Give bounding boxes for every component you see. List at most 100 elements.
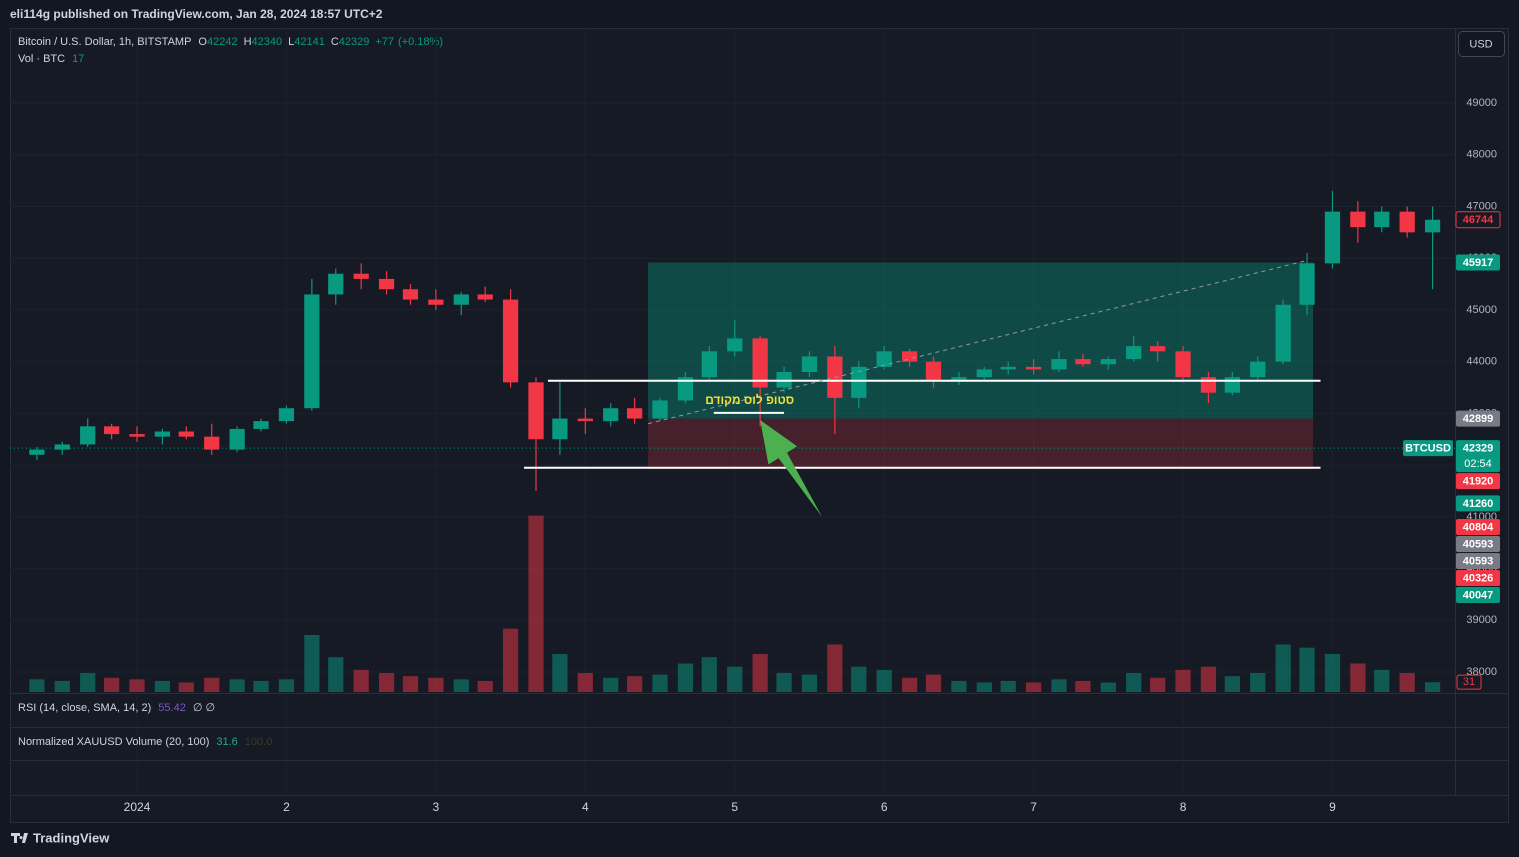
candle-body <box>453 294 469 305</box>
volume-bar <box>378 673 395 692</box>
y-tick-label: 45000 <box>1466 304 1497 316</box>
price-countdown: 02:54 <box>1464 458 1492 470</box>
candle-body <box>304 294 320 409</box>
volume-bar <box>976 682 992 692</box>
volume-axis-label: 31 <box>1463 676 1475 688</box>
y-tick-label: 47000 <box>1466 200 1497 212</box>
currency-button[interactable]: USD <box>1458 31 1505 57</box>
volume-bar <box>603 677 619 692</box>
logo-icon[interactable] <box>11 833 28 843</box>
arrow <box>760 420 823 518</box>
candle-body <box>1075 359 1091 365</box>
volume-bar <box>253 680 269 692</box>
volume-bar <box>1350 663 1366 692</box>
candle-body <box>851 366 867 398</box>
volume-bar <box>502 628 519 692</box>
x-tick-label: 3 <box>433 800 440 814</box>
candle-body <box>253 421 269 429</box>
volume-bar <box>652 674 668 692</box>
volume-bar <box>1075 680 1091 692</box>
candle-body <box>603 408 619 422</box>
candle-body <box>1175 351 1191 378</box>
volume-bar <box>353 669 369 692</box>
volume-bar <box>577 673 593 692</box>
price-label-bg <box>1456 440 1500 473</box>
x-tick-label: 5 <box>731 800 738 814</box>
candle-body <box>278 408 295 422</box>
volume-bar <box>204 677 220 692</box>
price-label-bg <box>1456 535 1500 552</box>
legend: Bitcoin / U.S. Dollar, 1h, BITSTAMP O4224… <box>18 36 443 48</box>
volume-bar <box>1275 644 1291 692</box>
indicator-label: RSI (14, close, SMA, 14, 2) <box>18 702 151 714</box>
candle-body <box>129 434 145 437</box>
candle-body <box>1051 359 1067 370</box>
candle-body <box>229 428 245 450</box>
close-label: C <box>331 36 339 48</box>
x-tick-label: 7 <box>1030 800 1037 814</box>
volume-legend: Vol · BTC 17 <box>18 53 84 65</box>
candle-body <box>901 351 918 362</box>
indicator-legend: Normalized XAUUSD Volume (20, 100) 31.6 10… <box>18 736 272 748</box>
price-label: 40593 <box>1463 538 1494 550</box>
volume-bar <box>129 679 145 692</box>
volume-bar <box>54 680 70 692</box>
candle-body <box>502 299 519 383</box>
volume-bar <box>278 679 295 692</box>
y-tick-label: 48000 <box>1466 149 1497 161</box>
high-label: H <box>244 36 252 48</box>
price-label-bg <box>1455 211 1501 229</box>
price-label: 41920 <box>1463 476 1494 488</box>
candle-body <box>328 273 344 295</box>
price-label-bg <box>1456 569 1500 586</box>
price-label-bg <box>1456 518 1500 535</box>
candle-body <box>1150 346 1166 352</box>
x-tick-label: 4 <box>582 800 589 814</box>
candle-body <box>1200 377 1217 393</box>
volume-bar <box>178 682 194 692</box>
candle-body <box>1000 366 1016 370</box>
candle-body <box>876 351 892 367</box>
volume-bar <box>103 677 120 692</box>
volume-bar <box>727 666 743 692</box>
candles <box>29 190 1441 491</box>
price-label-bg <box>1456 410 1500 427</box>
open-label: O <box>198 36 207 48</box>
volume-bar <box>29 679 45 692</box>
candle-body <box>727 338 743 352</box>
x-tick-label: 2024 <box>124 800 151 814</box>
volume-bar <box>1324 654 1341 692</box>
candle-body <box>178 431 194 437</box>
price-label-bg <box>1456 254 1500 271</box>
price-label: 45917 <box>1463 257 1494 269</box>
currency-button-label[interactable]: USD <box>1469 38 1492 50</box>
candle-body <box>1224 377 1240 393</box>
volume-bar <box>1100 682 1116 692</box>
candle-body <box>1025 366 1042 370</box>
logo-text[interactable]: TradingView <box>33 830 110 845</box>
volume-bar <box>1250 673 1266 692</box>
volume-bar <box>951 680 967 692</box>
candle-body <box>204 436 220 450</box>
volume-bar <box>677 663 694 692</box>
x-tick-label: 9 <box>1329 800 1336 814</box>
position-stop-zone <box>648 418 1314 470</box>
volume-bar <box>552 654 568 692</box>
y-tick-label: 49000 <box>1466 97 1497 109</box>
logo[interactable]: TradingView <box>11 830 110 845</box>
symbol-tag: BTCUSD <box>1405 443 1451 455</box>
volume-bar <box>453 679 469 692</box>
currency-button-frame[interactable] <box>1458 31 1505 57</box>
change: +77 <box>375 36 394 48</box>
candle-body <box>577 418 593 422</box>
price-label: 41260 <box>1463 498 1494 510</box>
candle-body <box>776 372 792 388</box>
volume-bar <box>876 669 892 692</box>
price-label-bg <box>1456 586 1500 603</box>
candle-body <box>103 426 120 435</box>
indicator-extra: 100.0 <box>245 736 273 748</box>
candle-body <box>701 351 717 378</box>
indicator-extra: ∅ ∅ <box>193 702 215 714</box>
volume-bar <box>1000 680 1016 692</box>
